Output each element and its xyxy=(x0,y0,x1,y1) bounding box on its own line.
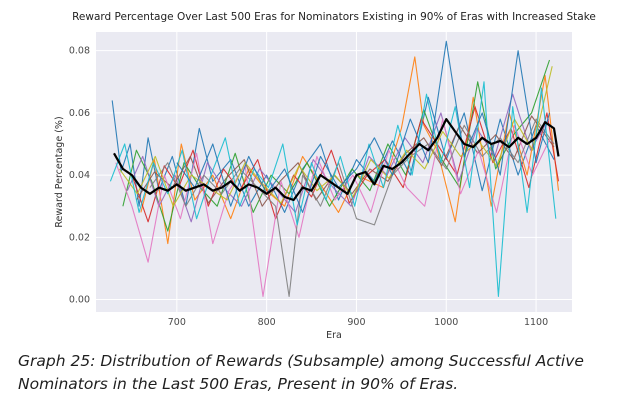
y-tick-label: 0.06 xyxy=(69,108,90,119)
mean-layer xyxy=(113,117,560,202)
x-axis-label: Era xyxy=(326,330,342,341)
y-tick-label: 0.02 xyxy=(69,232,90,243)
y-tick-label: 0.00 xyxy=(69,295,90,306)
series-line-n3 xyxy=(122,59,551,232)
x-tick-label: 1000 xyxy=(434,317,458,328)
series-line-n5 xyxy=(126,93,550,223)
mean-series-line xyxy=(113,117,560,202)
x-tick-label: 700 xyxy=(168,317,186,328)
figure-caption: Graph 25: Distribution of Rewards (Subsa… xyxy=(18,352,584,393)
x-tick-label: 1100 xyxy=(524,317,548,328)
x-tick-label: 900 xyxy=(347,317,365,328)
y-axis-label: Reward Percentage (%) xyxy=(54,116,65,227)
y-tick-label: 0.04 xyxy=(69,170,90,181)
y-tick-label: 0.08 xyxy=(69,46,90,57)
chart: 700 800 900 1000 1100 0.00 0.02 0.04 0.06 0.08 Re… xyxy=(54,11,596,341)
tick-labels: 700 800 900 1000 1100 0.00 0.02 0.04 0.06 0.08 xyxy=(69,46,548,328)
x-tick-label: 800 xyxy=(258,317,276,328)
chart-title: Reward Percentage Over Last 500 Eras for… xyxy=(72,11,596,23)
